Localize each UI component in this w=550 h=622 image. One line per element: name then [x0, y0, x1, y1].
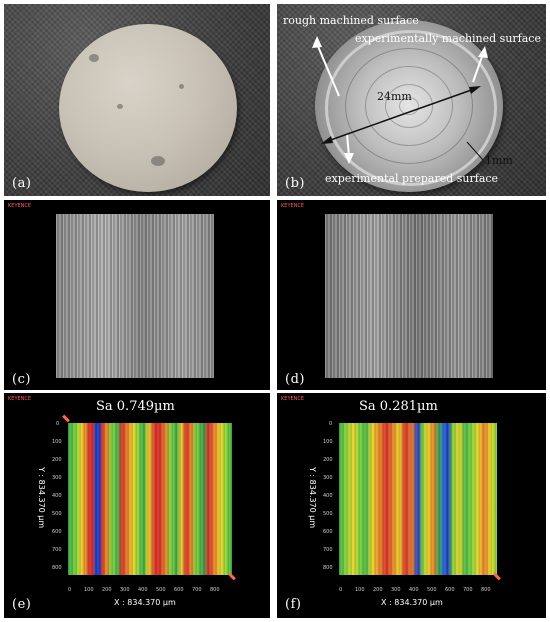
surface-micrograph	[56, 214, 214, 378]
keyence-logo: KEYENCE	[281, 203, 305, 209]
surface-micrograph	[325, 214, 493, 378]
panel-label: (d)	[285, 372, 305, 387]
x-tick: 700	[463, 587, 473, 593]
keyence-logo: KEYENCE	[8, 396, 32, 402]
y-tick: 0	[329, 421, 333, 427]
keyence-logo: KEYENCE	[281, 396, 305, 402]
height-map-panel-f: KEYENCE Sa 0.281µm 0 100 200 300 400 500…	[277, 393, 546, 618]
x-tick: 800	[481, 587, 491, 593]
y-tick: 300	[323, 475, 333, 481]
keyence-logo: KEYENCE	[8, 203, 32, 209]
machined-disk-sample	[315, 20, 503, 192]
corner-marker	[493, 572, 501, 581]
height-map-image	[68, 423, 232, 575]
y-tick: 700	[323, 547, 333, 553]
x-tick: 800	[210, 587, 220, 593]
diameter-annotation: 24mm	[377, 90, 412, 103]
y-tick: 200	[52, 457, 62, 463]
x-tick: 500	[156, 587, 166, 593]
x-tick: 600	[174, 587, 184, 593]
rough-surface-annotation: rough machined surface	[283, 14, 419, 27]
sa-value: Sa 0.281µm	[359, 399, 438, 414]
panel-label: (b)	[285, 176, 305, 191]
y-tick: 600	[52, 529, 62, 535]
corner-marker	[62, 414, 70, 423]
y-tick: 400	[52, 493, 62, 499]
x-tick: 100	[355, 587, 365, 593]
sa-value: Sa 0.749µm	[96, 399, 175, 414]
y-tick: 500	[52, 511, 62, 517]
panel-label: (e)	[12, 597, 32, 612]
x-tick: 400	[138, 587, 148, 593]
y-tick: 0	[56, 421, 60, 427]
x-axis-label: X : 834.370 µm	[114, 598, 176, 607]
micrograph-panel-c: KEYENCE (c)	[4, 200, 270, 390]
y-tick: 600	[323, 529, 333, 535]
y-tick: 100	[52, 439, 62, 445]
y-axis-label: Y : 834.370 µm	[37, 467, 46, 529]
x-tick: 100	[84, 587, 94, 593]
height-map-panel-e: KEYENCE Sa 0.749µm 0 100 200 300 400 500…	[4, 393, 270, 618]
x-tick: 700	[192, 587, 202, 593]
rough-disk-sample	[59, 24, 237, 192]
x-tick: 200	[102, 587, 112, 593]
x-tick: 200	[373, 587, 383, 593]
x-tick: 400	[409, 587, 419, 593]
x-tick: 600	[445, 587, 455, 593]
y-tick: 500	[323, 511, 333, 517]
micrograph-panel-d: KEYENCE (d)	[277, 200, 546, 390]
y-tick: 300	[52, 475, 62, 481]
y-tick: 400	[323, 493, 333, 499]
y-axis-label: Y : 834.370 µm	[308, 467, 317, 529]
photo-panel-a: (a)	[4, 4, 270, 196]
x-tick: 0	[68, 587, 72, 593]
photo-panel-b: rough machined surface experimentally ma…	[277, 4, 546, 196]
y-tick: 200	[323, 457, 333, 463]
annotation-arrows	[312, 36, 488, 164]
y-tick: 700	[52, 547, 62, 553]
panel-label: (a)	[12, 176, 32, 191]
x-tick: 300	[391, 587, 401, 593]
y-tick: 800	[52, 565, 62, 571]
x-tick: 300	[120, 587, 130, 593]
x-tick: 0	[339, 587, 343, 593]
prepared-surface-annotation: experimental prepared surface	[325, 172, 499, 185]
width-annotation: 1mm	[485, 154, 513, 167]
y-tick: 100	[323, 439, 333, 445]
y-tick: 800	[323, 565, 333, 571]
x-axis-label: X : 834.370 µm	[381, 598, 443, 607]
corner-marker	[228, 572, 236, 581]
height-map-image	[339, 423, 497, 575]
experimental-machined-annotation: experimentally machined surface	[355, 32, 541, 45]
x-tick: 500	[427, 587, 437, 593]
panel-label: (c)	[12, 372, 31, 387]
panel-label: (f)	[285, 597, 302, 612]
